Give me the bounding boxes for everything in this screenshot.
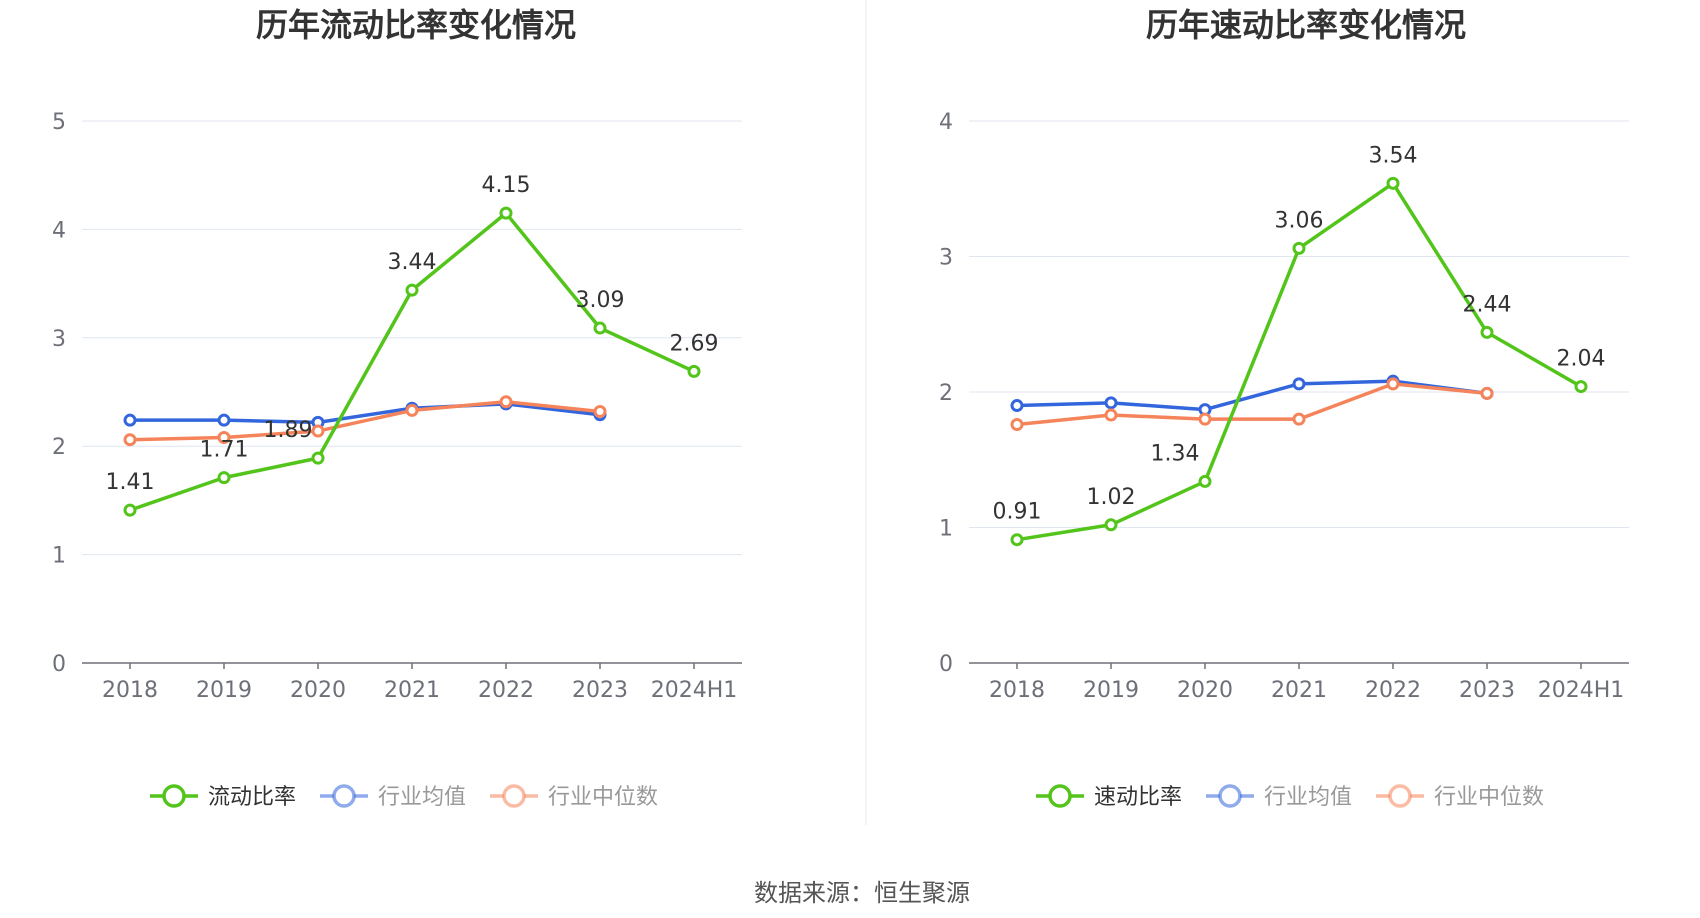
data-point — [405, 403, 419, 417]
data-point — [405, 283, 419, 297]
data-label: 1.71 — [200, 438, 249, 463]
data-point — [1386, 377, 1400, 391]
legend-marker — [1218, 784, 1242, 808]
chart-1: 历年流动比率变化情况 0 1 2 3 4 5 2018 2019 2020 2021 2022 2023… — [52, 6, 742, 810]
x-tick-label: 2019 — [196, 678, 252, 703]
x-tick-label: 2020 — [290, 678, 346, 703]
data-label: 3.06 — [1275, 208, 1324, 233]
data-point — [1010, 533, 1024, 547]
y-tick-label: 4 — [52, 218, 66, 243]
data-label: 1.89 — [264, 418, 313, 443]
legend-marker — [1048, 784, 1072, 808]
data-point — [1292, 377, 1306, 391]
chart-title: 历年流动比率变化情况 — [256, 6, 576, 44]
data-point — [499, 206, 513, 220]
data-point — [1574, 380, 1588, 394]
data-source-note: 数据来源：恒生聚源 — [754, 879, 970, 907]
chart-2: 历年速动比率变化情况 0 1 2 3 4 2018 2019 2020 2021 2022 2023 2… — [939, 6, 1629, 810]
data-label: 4.15 — [482, 173, 531, 198]
data-point — [1480, 386, 1494, 400]
series-line — [130, 402, 601, 425]
data-point — [593, 405, 607, 419]
chart-title: 历年速动比率变化情况 — [1146, 6, 1466, 44]
x-tick-label: 2023 — [1459, 678, 1515, 703]
data-point — [1010, 399, 1024, 413]
data-point — [499, 395, 513, 409]
data-point — [1292, 241, 1306, 255]
y-tick-label: 4 — [939, 110, 953, 135]
legend-label: 速动比率 — [1094, 785, 1182, 810]
series-line — [129, 400, 601, 442]
data-point — [311, 424, 325, 438]
data-label: 1.34 — [1151, 441, 1200, 466]
x-tick-label: 2024H1 — [651, 678, 738, 703]
x-tick-label: 2023 — [572, 678, 628, 703]
legend-marker — [162, 784, 186, 808]
x-tick-label: 2018 — [989, 678, 1045, 703]
series-line — [1016, 379, 1488, 412]
data-point — [1198, 474, 1212, 488]
data-point — [217, 471, 231, 485]
x-tick-label: 2020 — [1177, 678, 1233, 703]
data-label: 1.41 — [106, 470, 155, 495]
legend-label: 行业中位数 — [1434, 785, 1544, 810]
y-tick-label: 0 — [52, 652, 66, 677]
legend-marker — [332, 784, 356, 808]
data-point — [1010, 418, 1024, 432]
data-point — [1386, 176, 1400, 190]
data-point — [1198, 412, 1212, 426]
y-tick-label: 0 — [939, 652, 953, 677]
series-line — [1016, 382, 1488, 427]
data-point — [1104, 396, 1118, 410]
data-point — [123, 503, 137, 517]
data-point — [123, 433, 137, 447]
data-point — [311, 451, 325, 465]
legend-label: 行业均值 — [378, 785, 466, 810]
data-label: 3.09 — [576, 288, 625, 313]
legend-label: 行业均值 — [1264, 785, 1352, 810]
y-tick-label: 2 — [52, 435, 66, 460]
legend-marker — [502, 784, 526, 808]
legend-label: 流动比率 — [208, 785, 296, 810]
y-tick-label: 3 — [939, 246, 953, 271]
data-point — [1104, 408, 1118, 422]
data-label: 1.02 — [1087, 485, 1136, 510]
y-tick-label: 1 — [939, 517, 953, 542]
data-point — [1480, 325, 1494, 339]
x-tick-label: 2018 — [102, 678, 158, 703]
data-point — [123, 413, 137, 427]
y-tick-label: 5 — [52, 110, 66, 135]
y-tick-label: 2 — [939, 381, 953, 406]
y-tick-label: 3 — [52, 327, 66, 352]
x-tick-label: 2022 — [1365, 678, 1421, 703]
data-point — [217, 431, 231, 445]
data-point — [1292, 412, 1306, 426]
data-label: 2.44 — [1463, 292, 1512, 317]
x-tick-label: 2021 — [1271, 678, 1327, 703]
x-tick-label: 2024H1 — [1538, 678, 1625, 703]
data-point — [687, 364, 701, 378]
x-tick-label: 2019 — [1083, 678, 1139, 703]
data-label: 2.04 — [1557, 347, 1606, 372]
data-label: 3.44 — [388, 250, 437, 275]
data-label: 0.91 — [993, 500, 1042, 525]
x-tick-label: 2021 — [384, 678, 440, 703]
data-point — [217, 413, 231, 427]
data-point — [1104, 518, 1118, 532]
data-label: 3.54 — [1369, 143, 1418, 168]
legend-marker — [1388, 784, 1412, 808]
x-tick-label: 2022 — [478, 678, 534, 703]
data-point — [593, 321, 607, 335]
y-tick-label: 1 — [52, 544, 66, 569]
legend-label: 行业中位数 — [548, 785, 658, 810]
data-label: 2.69 — [670, 331, 719, 356]
